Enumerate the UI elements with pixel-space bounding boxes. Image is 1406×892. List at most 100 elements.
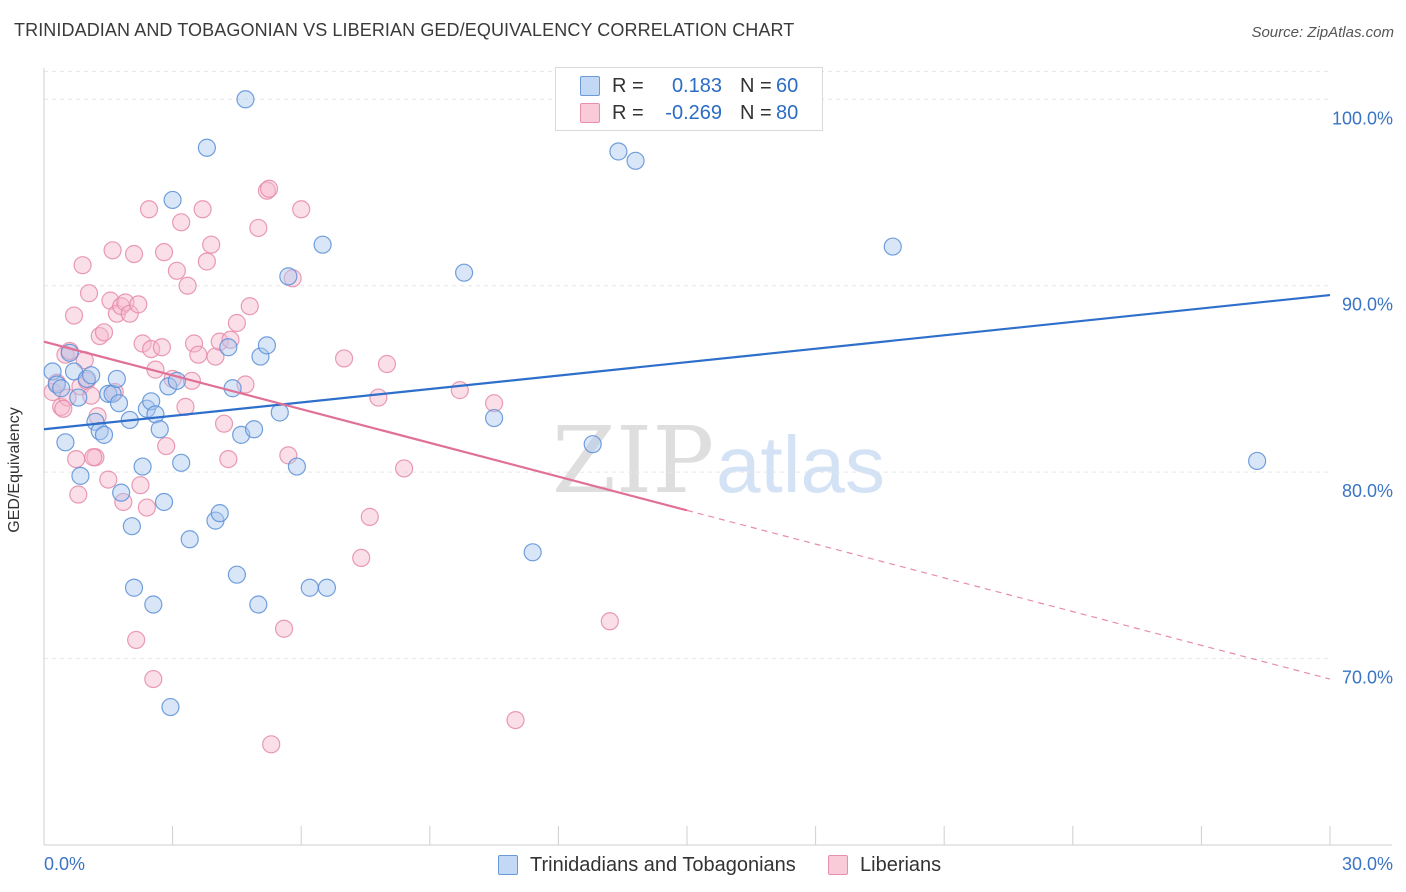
point-liberian (259, 179, 279, 198)
point-trinidadian (109, 394, 129, 413)
point-trinidadian (454, 263, 474, 282)
point-liberian (167, 261, 186, 280)
point-liberian (178, 276, 197, 295)
watermark-zip: ZIP (552, 407, 714, 514)
point-trinidadian (56, 433, 75, 452)
point-trinidadian (609, 142, 628, 161)
point-trinidadian (223, 379, 242, 398)
legend-label: Trinidadians and Tobagonians (530, 853, 796, 876)
data-points (43, 90, 1267, 754)
point-trinidadian (86, 412, 105, 431)
source-credit: Source: ZipAtlas.com (1251, 24, 1394, 41)
point-trinidadian (94, 425, 114, 444)
point-trinidadian (251, 347, 270, 366)
point-trinidadian (197, 138, 216, 157)
point-trinidadian (626, 151, 645, 170)
point-liberian (262, 735, 281, 754)
n-label: N = (740, 74, 772, 97)
point-liberian (137, 498, 156, 517)
point-liberian (69, 485, 88, 504)
axes (43, 68, 1392, 846)
point-liberian (193, 200, 212, 219)
x-tick-label-max: 30.0% (1342, 854, 1393, 874)
tick-labels: 70.0% 80.0% 90.0% 100.0% 0.0% 30.0% (44, 108, 1393, 874)
trend-line-liberian-projection (686, 509, 1331, 680)
trend-line-liberian (43, 340, 688, 512)
point-liberian (139, 200, 159, 219)
y-axis-label: GED/Equivalency (6, 407, 23, 533)
legend-item-trinidadians: Trinidadians and Tobagonians (498, 852, 796, 878)
point-liberian (334, 349, 354, 368)
point-trinidadian (219, 338, 238, 357)
point-liberian (154, 243, 174, 262)
point-trinidadian (300, 578, 319, 597)
n-value: 80 (776, 101, 799, 124)
point-trinidadian (107, 369, 126, 389)
point-trinidadian (249, 595, 268, 614)
point-liberian (152, 338, 171, 357)
point-trinidadian (1248, 451, 1267, 471)
blue-swatch-icon (498, 855, 518, 875)
point-liberian (131, 476, 150, 495)
point-trinidadian (279, 267, 298, 286)
point-liberian (214, 414, 234, 433)
point-trinidadian (583, 435, 602, 454)
n-label: N = (740, 101, 772, 124)
point-liberian (64, 306, 84, 325)
point-liberian (202, 235, 221, 254)
r-value: -0.269 (665, 101, 722, 124)
point-liberian (79, 284, 99, 303)
y-tick-label: 80.0% (1342, 481, 1393, 501)
point-liberian (103, 241, 122, 260)
point-liberian (129, 295, 148, 314)
x-tick-label-min: 0.0% (44, 854, 85, 874)
point-trinidadian (485, 408, 504, 428)
point-liberian (127, 630, 146, 650)
point-trinidadian (313, 235, 332, 254)
point-trinidadian (154, 492, 174, 512)
blue-swatch-icon (580, 76, 600, 96)
point-liberian (377, 354, 397, 374)
point-liberian (172, 213, 191, 232)
point-trinidadian (227, 565, 246, 584)
stats-legend-row-blue: R = 0.183 N = 60 (580, 73, 798, 99)
point-liberian (240, 297, 259, 316)
chart-title: TRINIDADIAN AND TOBAGONIAN VS LIBERIAN G… (14, 20, 795, 40)
point-trinidadian (287, 457, 307, 476)
y-tick-label: 100.0% (1332, 108, 1393, 128)
point-trinidadian (161, 697, 180, 717)
point-liberian (600, 612, 619, 631)
watermark: ZIP atlas (552, 407, 885, 514)
point-liberian (394, 459, 414, 478)
point-liberian (292, 200, 311, 219)
point-trinidadian (146, 405, 165, 424)
r-label: R = (612, 101, 644, 124)
point-liberian (189, 345, 208, 364)
y-tick-label: 70.0% (1342, 668, 1393, 688)
point-liberian (94, 323, 114, 342)
point-trinidadian (883, 237, 902, 256)
point-liberian (227, 313, 246, 333)
point-trinidadian (150, 420, 169, 439)
point-trinidadian (144, 595, 163, 614)
point-trinidadian (210, 504, 229, 523)
point-trinidadian (236, 90, 255, 109)
point-liberian (352, 548, 371, 568)
point-liberian (219, 449, 238, 469)
point-liberian (221, 330, 240, 349)
point-liberian (485, 394, 504, 413)
point-trinidadian (180, 530, 199, 549)
point-liberian (84, 448, 103, 467)
point-trinidadian (112, 483, 131, 502)
point-trinidadian (523, 543, 542, 562)
legend-label: Liberians (860, 853, 942, 876)
point-liberian (506, 710, 525, 730)
point-liberian (157, 436, 176, 456)
r-value: 0.183 (671, 74, 722, 97)
point-liberian (124, 244, 144, 264)
n-value: 60 (776, 74, 799, 97)
point-trinidadian (270, 403, 289, 422)
stats-legend: R = 0.183 N = 60 R = -0.269 N = 80 (555, 67, 823, 131)
point-trinidadian (124, 578, 144, 597)
point-trinidadian (71, 466, 90, 485)
